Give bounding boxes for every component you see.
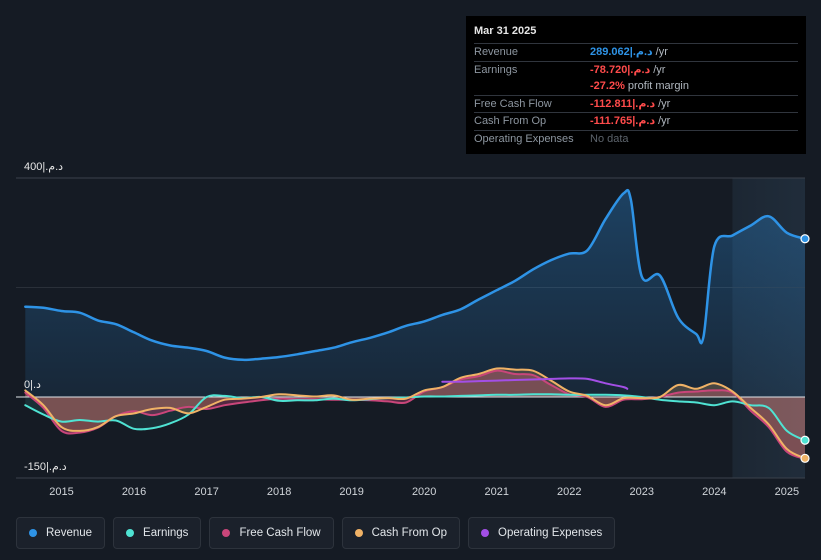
revenue-area (25, 190, 806, 397)
tooltip-earnings-label: Earnings (474, 63, 518, 76)
earnings-area (25, 394, 806, 441)
tooltip-fcf-label: Free Cash Flow (474, 97, 552, 110)
x-axis-tick-2016: 2016 (122, 486, 146, 498)
legend-cfo-dot-icon (354, 529, 363, 537)
tooltip-opex-value: No data (590, 132, 629, 145)
legend-cfo-label: Cash From Op (371, 527, 448, 539)
x-axis-tick-2018: 2018 (267, 486, 291, 498)
x-axis-tick-2023: 2023 (630, 486, 654, 498)
legend-cfo-button[interactable]: Cash From Op (341, 517, 461, 549)
legend-opex-button[interactable]: Operating Expenses (468, 517, 616, 549)
operating-expenses-line (441, 377, 629, 390)
tooltip-fcf-value: -112.811|.ﺩ.ﻡ (590, 97, 656, 110)
legend-revenue-label: Revenue (46, 527, 93, 539)
tooltip-fcf-unit: /yr (658, 97, 671, 110)
x-axis-tick-2025: 2025 (775, 486, 799, 498)
tooltip-cfo-label: Cash From Op (474, 115, 547, 127)
legend-fcf-label: Free Cash Flow (239, 527, 321, 539)
tooltip-date: Mar 31 2025 (474, 25, 537, 37)
tooltip-earnings-unit: /yr (653, 63, 666, 76)
tooltip-margin-value: -27.2% (590, 80, 625, 92)
tooltip-revenue-label: Revenue (474, 46, 519, 58)
revenue-line (24, 188, 807, 362)
legend-revenue-button[interactable]: Revenue (16, 517, 106, 549)
x-axis-tick-2019: 2019 (339, 486, 363, 498)
x-axis-tick-2022: 2022 (557, 486, 581, 498)
tooltip-revenue-unit: /yr (655, 46, 668, 58)
tooltip-cfo-value: -111.765|.ﺩ.ﻡ (590, 115, 656, 127)
x-axis-tick-2021: 2021 (484, 486, 508, 498)
legend-opex-dot-icon (481, 529, 490, 537)
legend-fcf-dot-icon (222, 529, 231, 537)
cash-from-op-line (24, 367, 806, 460)
legend-fcf-button[interactable]: Free Cash Flow (209, 517, 334, 549)
tooltip-row-earnings: Earnings -78.720|.ﺩ.ﻡ /yr (474, 60, 798, 79)
tooltip-cfo-unit: /yr (658, 115, 671, 127)
tooltip-panel: Mar 31 2025 Revenue 289.062|.ﺩ.ﻡ /yr Ear… (466, 16, 806, 154)
earnings-end-marker (800, 435, 810, 445)
y-axis-label-bottom: -150|.ﺩ.ﻡ (24, 461, 67, 473)
legend-opex-label: Operating Expenses (498, 527, 603, 539)
tooltip-row-opex: Operating Expenses No data (474, 129, 798, 148)
y-axis-label-zero: 0|.ﺩ (24, 379, 41, 391)
cash-from-op-end-marker (800, 453, 810, 463)
revenue-end-marker (800, 234, 810, 244)
legend-earnings-button[interactable]: Earnings (113, 517, 202, 549)
tooltip-row-cfo: Cash From Op -111.765|.ﺩ.ﻡ /yr (474, 112, 798, 130)
tooltip-revenue-value: 289.062|.ﺩ.ﻡ (590, 46, 653, 58)
tooltip-margin-text: profit margin (627, 80, 689, 92)
x-axis-tick-2024: 2024 (702, 486, 726, 498)
tooltip-row-fcf: Free Cash Flow -112.811|.ﺩ.ﻡ /yr (474, 94, 798, 113)
y-axis-label-top: 400|.ﺩ.ﻡ (24, 161, 63, 173)
tooltip-earnings-value: -78.720|.ﺩ.ﻡ (590, 63, 651, 76)
legend-earnings-dot-icon (126, 529, 135, 537)
legend-revenue-dot-icon (29, 529, 37, 537)
tooltip-row-revenue: Revenue 289.062|.ﺩ.ﻡ /yr (474, 43, 798, 61)
chart-legend: Revenue Earnings Free Cash Flow Cash Fro… (16, 517, 616, 549)
x-axis-tick-2020: 2020 (412, 486, 436, 498)
x-axis-tick-2017: 2017 (194, 486, 218, 498)
x-axis-tick-2015: 2015 (49, 486, 73, 498)
tooltip-row-margin: -27.2% profit margin (474, 78, 798, 95)
financial-chart: 400|.ﺩ.ﻡ 0|.ﺩ -150|.ﺩ.ﻡ 2015 2016 2017 2018 201… (16, 161, 810, 498)
tooltip-opex-label: Operating Expenses (474, 132, 574, 145)
earnings-line (24, 393, 806, 442)
legend-earnings-label: Earnings (143, 527, 189, 539)
